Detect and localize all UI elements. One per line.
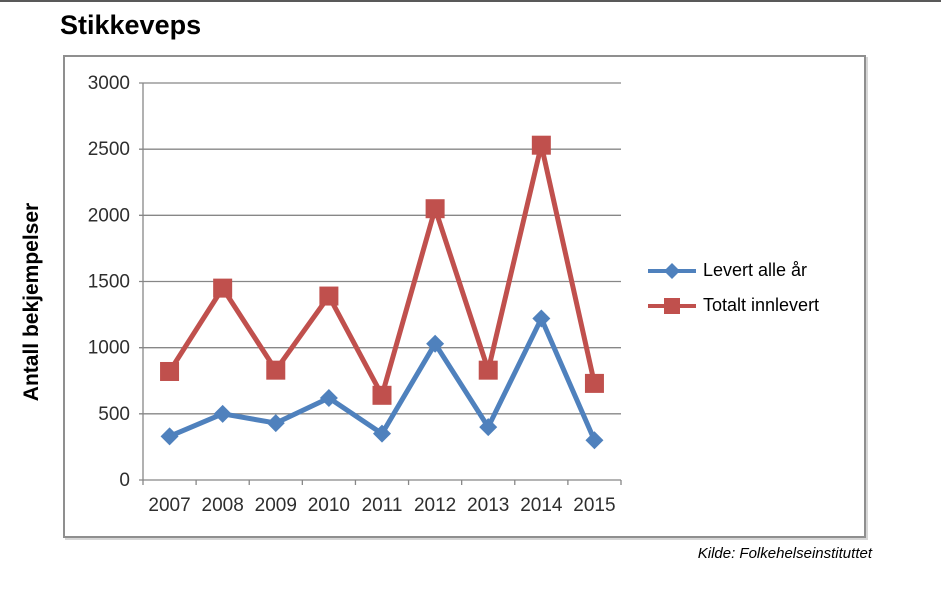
chart-area: 0 500 1000 1500 2000 2500 3000 2007 2008 2009 2010… (63, 55, 866, 538)
svg-text:2007: 2007 (148, 495, 190, 516)
svg-text:1000: 1000 (88, 338, 130, 359)
svg-text:2000: 2000 (88, 205, 130, 226)
page-top-rule (0, 0, 941, 2)
svg-text:3000: 3000 (88, 73, 130, 94)
svg-text:2012: 2012 (414, 495, 456, 516)
svg-text:2015: 2015 (573, 495, 615, 516)
legend-label: Levert alle år (703, 260, 808, 280)
svg-text:2500: 2500 (88, 139, 130, 160)
legend-label: Totalt innlevert (703, 295, 820, 315)
y-axis-title: Antall bekjempelser (20, 202, 43, 402)
source-attribution: Kilde: Folkehelseinstituttet (697, 545, 872, 562)
chart-legend: Levert alle år Totalt innlevert (648, 260, 819, 316)
line-square-marker-icon (648, 297, 696, 314)
svg-text:2011: 2011 (362, 495, 403, 516)
svg-text:2008: 2008 (202, 495, 244, 516)
line-diamond-marker-icon (648, 262, 696, 279)
svg-text:2009: 2009 (255, 495, 297, 516)
svg-text:500: 500 (98, 404, 130, 425)
svg-text:1500: 1500 (88, 272, 130, 293)
svg-text:2013: 2013 (467, 495, 509, 516)
svg-text:2014: 2014 (520, 495, 563, 516)
plot-region: 0 500 1000 1500 2000 2500 3000 2007 2008 2009 2010… (88, 73, 622, 516)
svg-text:2010: 2010 (308, 495, 350, 516)
legend-item-levert-alle-ar: Levert alle år (648, 260, 819, 281)
legend-item-totalt-innlevert: Totalt innlevert (648, 295, 819, 316)
chart-title: Stikkeveps (60, 10, 202, 40)
svg-text:0: 0 (119, 470, 130, 491)
